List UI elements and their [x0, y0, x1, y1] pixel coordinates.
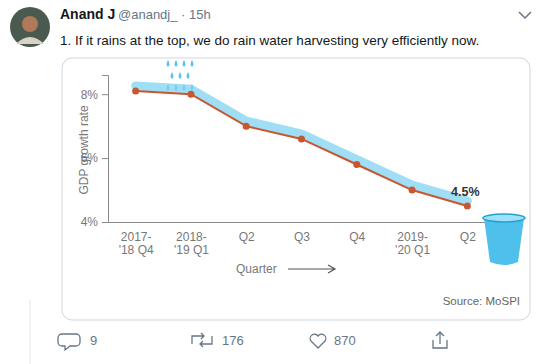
plot-area — [132, 86, 471, 210]
chart-card[interactable] — [62, 58, 530, 320]
x-tick-label: Q4 — [349, 230, 365, 244]
data-point — [298, 135, 305, 142]
like-icon[interactable] — [310, 334, 326, 348]
share-button[interactable] — [433, 332, 447, 348]
bucket-body — [484, 218, 524, 265]
x-tick-label-line: '20 Q1 — [395, 243, 430, 257]
reply-count: 9 — [90, 333, 97, 348]
retweet-count: 176 — [222, 333, 244, 348]
avatar-bg — [10, 7, 50, 47]
data-point — [132, 87, 139, 94]
x-tick-label-line: Q4 — [349, 230, 365, 244]
raindrop — [187, 72, 190, 79]
water-flow — [136, 86, 468, 201]
x-tick: Q2 — [239, 222, 255, 244]
raindrop — [191, 60, 194, 67]
y-tick-mark — [102, 222, 108, 223]
data-line — [136, 91, 468, 206]
raindrop — [171, 72, 174, 79]
x-axis: 2017-'18 Q4 2018-'19 Q1 Q2 Q3 Q4 2019-'20 Q1 Q… — [109, 222, 496, 257]
y-axis-title: GDP growth rate — [77, 105, 91, 194]
x-axis-line — [109, 222, 496, 223]
x-tick-label: Q2 — [460, 230, 476, 244]
data-point — [187, 91, 194, 98]
raindrop — [167, 60, 170, 67]
x-tick-label-line: 2017- — [121, 230, 152, 244]
like-count: 870 — [334, 333, 356, 348]
tweet-text: 1. If it rains at the top, we do rain wa… — [60, 33, 479, 48]
bucket-rim — [483, 214, 525, 222]
x-tick: Q3 — [294, 222, 310, 244]
x-tick: 2018-'19 Q1 — [174, 222, 209, 257]
source: Source: MoSPI — [443, 295, 520, 307]
tweet-screenshot: Anand J@anandj_ · 15h 1. If it rains at t… — [0, 0, 555, 364]
x-tick: 2019-'20 Q1 — [395, 222, 430, 257]
data-point — [464, 203, 471, 210]
y-tick: 4% — [81, 215, 108, 229]
x-tick-label-line: '19 Q1 — [174, 243, 209, 257]
raindrop — [179, 72, 182, 79]
y-tick-label: 4% — [81, 215, 99, 229]
x-tick-label-line: 2018- — [176, 230, 207, 244]
y-tick: 8% — [81, 88, 108, 102]
y-tick-mark — [102, 94, 108, 95]
y-tick-label: 8% — [81, 88, 99, 102]
x-tick-label: 2017-'18 Q4 — [119, 230, 154, 258]
reply-button[interactable]: 9 — [58, 333, 97, 350]
x-tick-label-line: 2019- — [397, 230, 428, 244]
data-point — [409, 187, 416, 194]
x-tick-label-line: '18 Q4 — [119, 243, 154, 257]
x-tick-label-line: Q3 — [294, 230, 310, 244]
data-point — [243, 123, 250, 130]
y-axis-line — [102, 76, 109, 223]
retweet-icon[interactable] — [192, 333, 212, 347]
bottom-divider — [30, 300, 31, 364]
x-axis-title: Quarter — [236, 262, 277, 276]
avatar-face — [22, 16, 38, 32]
x-tick: Q4 — [349, 222, 365, 244]
x-tick-label-line: Q2 — [460, 230, 476, 244]
x-tick-label: 2019-'20 Q1 — [395, 230, 430, 258]
data-label: 4.5% — [451, 185, 480, 199]
x-tick-label-line: Q2 — [239, 230, 255, 244]
x-tick-label: Q3 — [294, 230, 310, 244]
like-button[interactable]: 870 — [310, 333, 356, 348]
raindrop — [183, 60, 186, 67]
x-tick-label: 2018-'19 Q1 — [174, 230, 209, 258]
avatar[interactable] — [10, 7, 50, 47]
bucket — [483, 214, 525, 265]
byline: @anandj_ · 15h — [118, 7, 211, 22]
author-name[interactable]: Anand J — [60, 6, 115, 22]
x-axis-arrow — [288, 265, 335, 273]
avatar-body — [16, 37, 44, 44]
data-point — [353, 161, 360, 168]
x-tick-label: Q2 — [239, 230, 255, 244]
reply-icon[interactable] — [58, 334, 80, 350]
x-tick: Q2 — [460, 222, 476, 244]
retweet-button[interactable]: 176 — [192, 333, 244, 348]
menu-chevron[interactable] — [519, 12, 531, 18]
raindrop — [175, 60, 178, 67]
y-tick-mark — [102, 158, 108, 159]
x-tick: 2017-'18 Q4 — [119, 222, 154, 257]
